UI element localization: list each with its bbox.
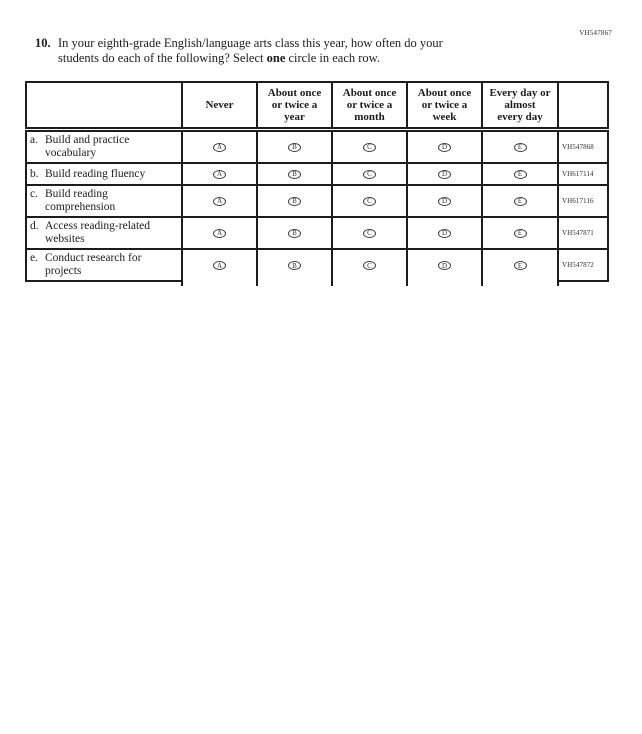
option-circle-month[interactable]: C [363, 196, 376, 206]
row-code: VH547872 [557, 248, 609, 282]
column-header-year: About once or twice a year [256, 81, 333, 132]
question-accession-code: VH547867 [579, 29, 612, 37]
row-letter: d. [30, 220, 39, 232]
question-text: In your eighth-grade English/language ar… [58, 36, 530, 65]
column-header-week: About once or twice a week [406, 81, 483, 132]
option-circle-daily[interactable]: E [513, 196, 527, 206]
option-cell: B [256, 248, 333, 287]
option-circle-month[interactable]: C [363, 169, 376, 179]
row-code: VH547871 [557, 216, 609, 250]
option-cell: C [331, 184, 408, 218]
option-cell: C [331, 128, 408, 164]
row-label: b. Build reading fluency [25, 162, 183, 186]
option-cell: D [406, 184, 483, 218]
option-cell: A [181, 162, 258, 186]
table-row-e: e. Conduct research for projects A B C D… [25, 248, 609, 287]
option-cell: A [181, 184, 258, 218]
option-cell: B [256, 128, 333, 164]
option-cell: B [256, 184, 333, 218]
option-cell: E [481, 128, 559, 164]
row-label-text: Build reading fluency [45, 167, 146, 180]
row-letter: e. [30, 252, 38, 264]
table-row-b: b. Build reading fluency A B C D E VH617… [25, 162, 609, 186]
option-cell: D [406, 216, 483, 250]
option-circle-year[interactable]: B [288, 228, 301, 238]
row-label: d. Access reading-related websites [25, 216, 183, 250]
option-cell: C [331, 248, 408, 287]
row-label: e. Conduct research for projects [25, 248, 183, 282]
row-letter: c. [30, 188, 38, 200]
option-circle-year[interactable]: B [288, 169, 301, 179]
option-circle-never[interactable]: A [213, 169, 226, 179]
question-bold-word: one [266, 50, 286, 65]
option-circle-week[interactable]: D [438, 169, 451, 179]
option-cell: D [406, 248, 483, 287]
row-label: a. Build and practice vocabulary [25, 128, 183, 164]
option-circle-month[interactable]: C [363, 261, 376, 271]
column-header-daily: Every day or almost every day [481, 81, 559, 132]
question-stem: 10. In your eighth-grade English/languag… [35, 36, 530, 65]
option-circle-week[interactable]: D [438, 228, 451, 238]
option-circle-daily[interactable]: E [513, 142, 527, 152]
option-cell: E [481, 184, 559, 218]
option-circle-month[interactable]: C [363, 142, 376, 152]
column-header-month: About once or twice a month [331, 81, 408, 132]
option-cell: E [481, 162, 559, 186]
column-header-never: Never [181, 81, 258, 132]
option-cell: A [181, 128, 258, 164]
option-circle-year[interactable]: B [288, 196, 301, 206]
row-label: c. Build reading comprehension [25, 184, 183, 218]
option-circle-year[interactable]: B [288, 261, 301, 271]
option-cell: A [181, 216, 258, 250]
option-circle-never[interactable]: A [213, 261, 226, 271]
option-cell: C [331, 162, 408, 186]
empty-corner-cell [25, 81, 183, 132]
option-circle-never[interactable]: A [213, 196, 226, 206]
option-circle-daily[interactable]: E [513, 228, 527, 238]
row-code: VH617116 [557, 184, 609, 218]
header-row: Never About once or twice a year About o… [25, 81, 609, 132]
table-row-a: a. Build and practice vocabulary A B C D… [25, 128, 609, 164]
row-code: VH547868 [557, 128, 609, 164]
row-label-text: Access reading-related websites [45, 220, 151, 245]
option-cell: E [481, 248, 560, 287]
question-text-part1: In your eighth-grade English/language ar… [58, 36, 443, 65]
row-label-text: Build and practice vocabulary [45, 134, 130, 159]
table-row-d: d. Access reading-related websites A B C… [25, 216, 609, 250]
option-circle-daily[interactable]: E [513, 169, 527, 179]
row-label-text: Conduct research for projects [45, 252, 142, 277]
option-cell: A [181, 248, 258, 287]
option-circle-never[interactable]: A [213, 142, 226, 152]
row-label-text: Build reading comprehension [45, 188, 116, 213]
option-circle-week[interactable]: D [438, 261, 451, 271]
option-cell: B [256, 162, 333, 186]
option-cell: D [406, 128, 483, 164]
frequency-matrix-table: Never About once or twice a year About o… [25, 81, 609, 287]
option-circle-week[interactable]: D [438, 196, 451, 206]
option-cell: D [406, 162, 483, 186]
option-cell: E [481, 216, 559, 250]
option-circle-daily[interactable]: E [513, 261, 527, 271]
question-text-part2: circle in each row. [285, 50, 381, 65]
question-number: 10. [35, 36, 51, 50]
empty-code-header-cell [557, 81, 609, 132]
option-circle-year[interactable]: B [288, 142, 301, 152]
table-row-c: c. Build reading comprehension A B C D E… [25, 184, 609, 218]
option-cell: C [331, 216, 408, 250]
option-circle-never[interactable]: A [213, 228, 226, 238]
row-letter: a. [30, 134, 38, 146]
option-cell: B [256, 216, 333, 250]
option-circle-week[interactable]: D [438, 142, 451, 152]
row-code: VH617114 [557, 162, 609, 186]
row-letter: b. [30, 167, 39, 180]
option-circle-month[interactable]: C [363, 228, 376, 238]
